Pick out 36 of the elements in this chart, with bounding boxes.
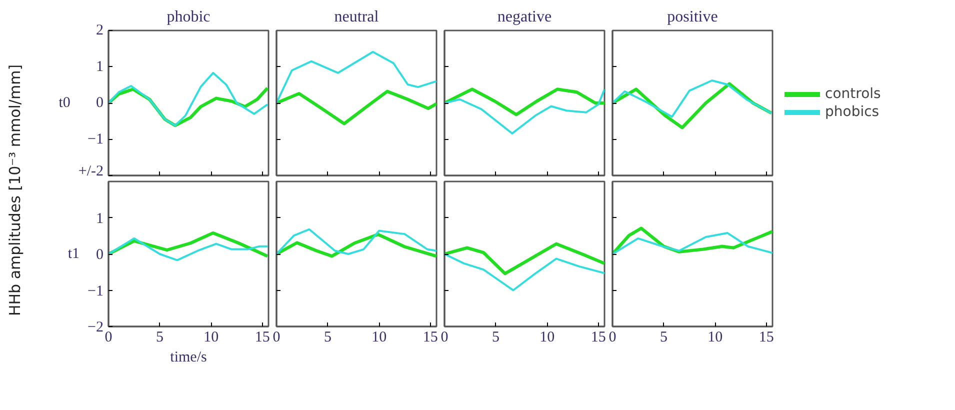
x-tick-label: 5 [324,330,332,346]
x-tick-label: 10 [204,330,219,346]
x-tick-label: 15 [254,330,270,346]
chart-title: negative [497,8,552,26]
y-tick-label: −1 [88,131,104,148]
y-tick-label: 2 [96,22,104,38]
x-tick-label: 0 [608,330,616,346]
chart-title: neutral [334,8,380,26]
y-tick-label: 0 [96,95,104,111]
line-series [108,237,268,262]
y-tick-label: +/-2 [78,164,104,180]
x-tick-label: 10 [708,330,723,346]
y-tick-label: −2 [88,320,104,336]
y-tick-label: 0 [96,247,104,263]
y-tick-label: −1 [88,283,104,300]
x-tick-label: 0 [272,330,280,346]
y-tick-label: 1 [96,210,104,227]
chart-title: positive [667,8,718,26]
x-axis-title: time/s [170,350,207,366]
line-series [108,72,268,126]
x-tick-label: 15 [590,330,606,346]
legend-label: controls [825,86,881,102]
x-tick-label: 10 [540,330,555,346]
text: t0 [58,95,70,111]
legend-label: phobics [825,104,880,120]
text: t1 [68,246,80,262]
chart-title: phobic [166,8,210,26]
x-tick-label: 10 [372,330,387,346]
y-axis-title: HHb amplitudes [10⁻³ mmol/mm] [5,64,25,316]
y-tick-label: 1 [96,58,104,75]
x-tick-label: 5 [660,330,668,346]
x-tick-label: 5 [492,330,500,346]
x-tick-label: 0 [440,330,448,346]
x-tick-label: 15 [758,330,774,346]
x-tick-label: 5 [156,330,164,346]
x-tick-label: 15 [422,330,438,346]
